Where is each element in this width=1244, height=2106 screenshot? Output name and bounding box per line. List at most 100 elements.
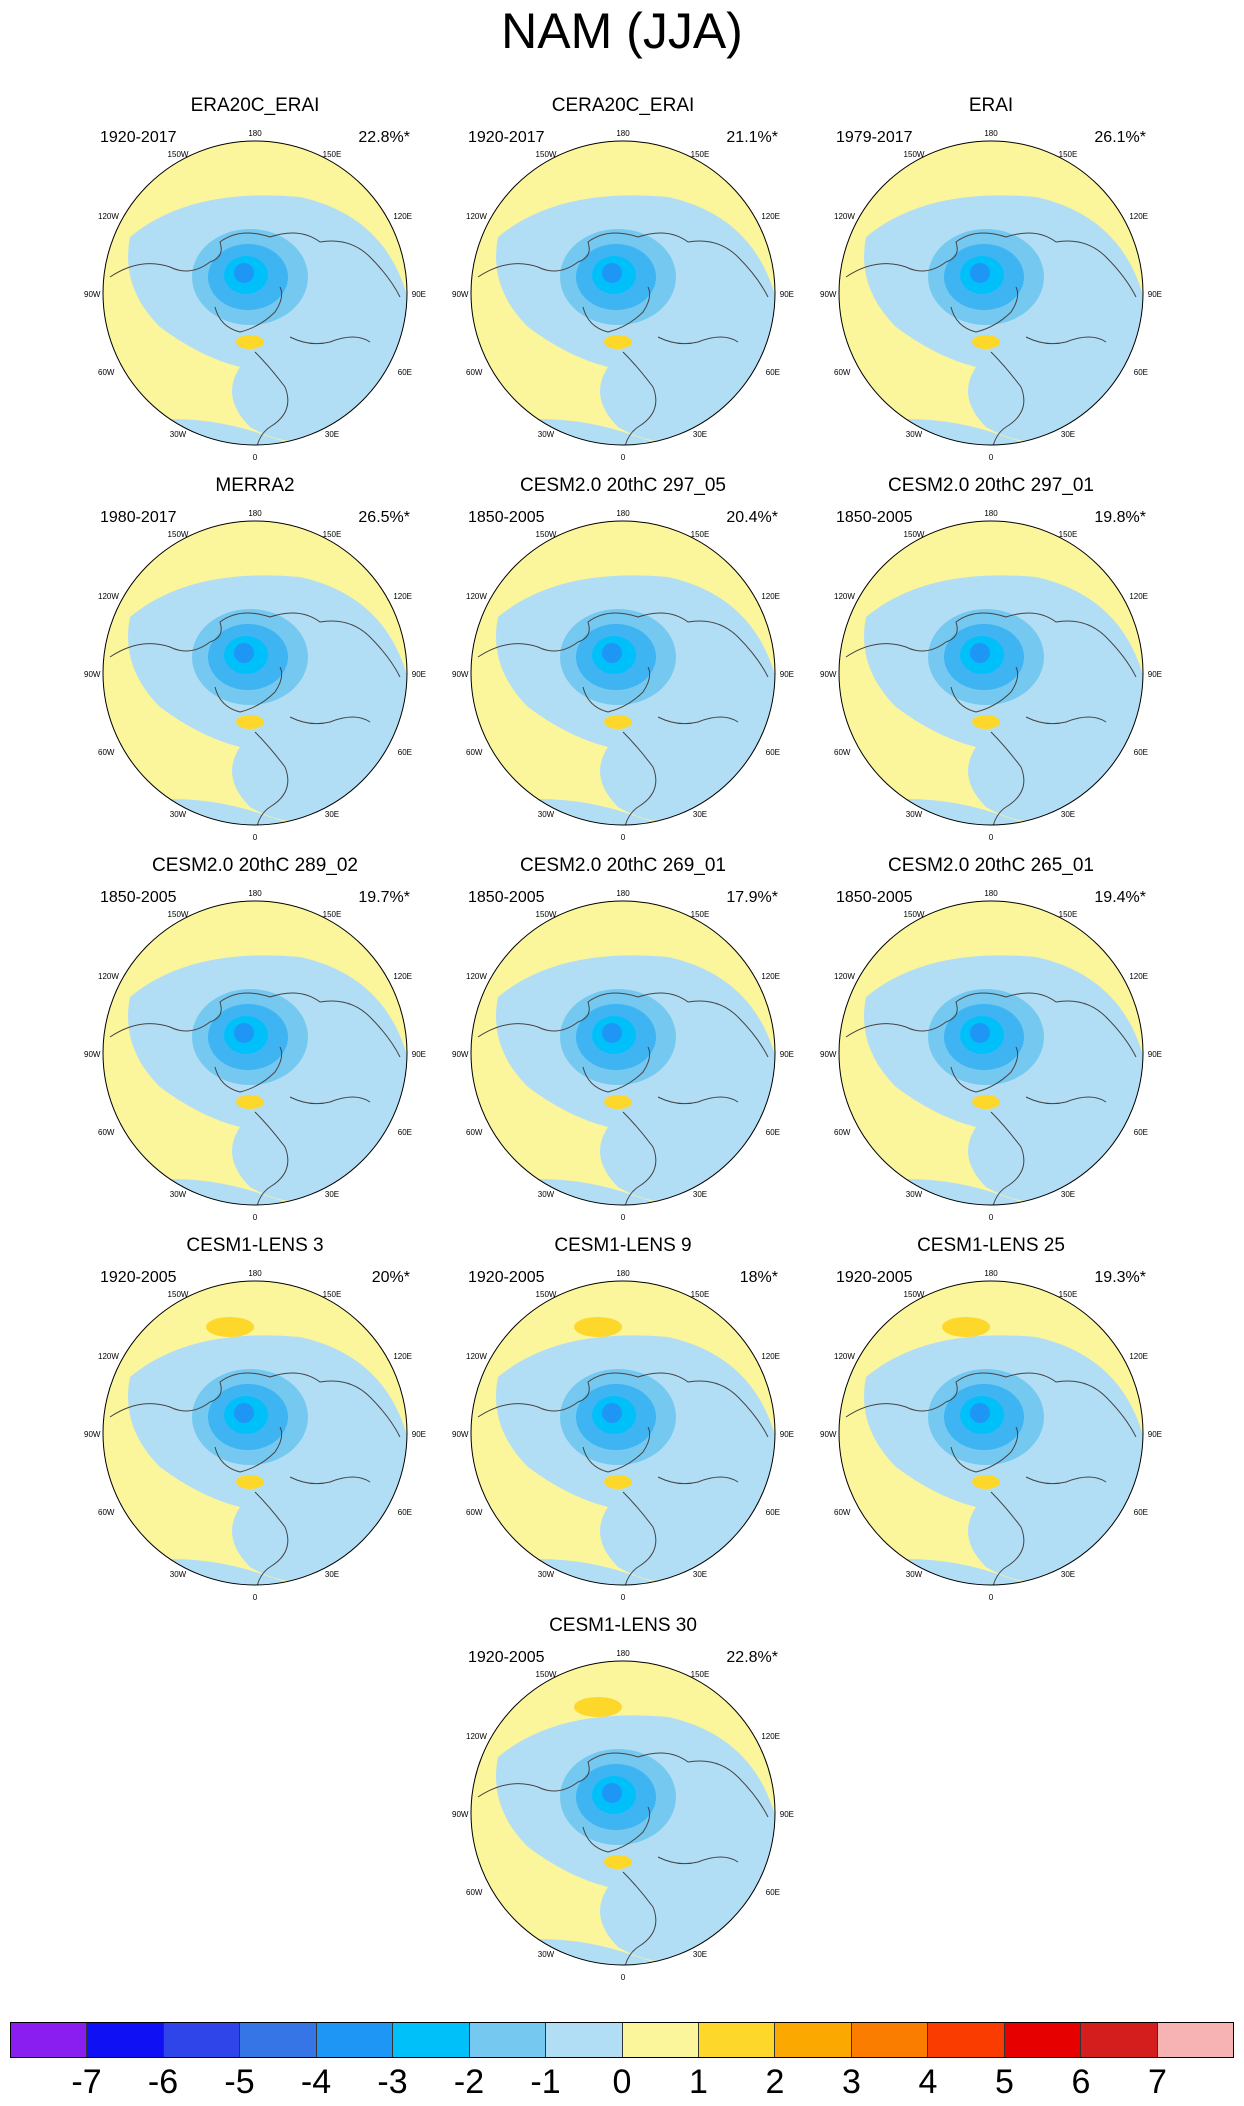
polar-map: 180 150W 150E 120W 120E 90W 90E 60W 60E 30W 30E 0 bbox=[452, 889, 794, 1222]
coastline bbox=[289, 1476, 371, 1485]
panel-period: 1979-2017 bbox=[836, 129, 913, 146]
coastline bbox=[950, 1046, 1019, 1093]
polar-map: 180 150W 150E 120W 120E 90W 90E 60W 60E 30W 30E 0 bbox=[452, 1269, 794, 1602]
panel-title: CESM1-LENS 25 bbox=[917, 1235, 1065, 1256]
longitude-label: 150E bbox=[1059, 1290, 1078, 1299]
panel-title: CESM1-LENS 30 bbox=[549, 1615, 697, 1636]
longitude-label: 30E bbox=[693, 1950, 707, 1959]
polar-map: 180 150W 150E 120W 120E 90W 90E 60W 60E 30W 30E 0 bbox=[820, 509, 1162, 842]
longitude-label: 60W bbox=[98, 1128, 115, 1137]
coastline bbox=[622, 1871, 657, 1965]
colorbar-tick-label: 2 bbox=[765, 2063, 785, 2101]
panel-variance: 17.9%* bbox=[726, 889, 778, 906]
coastline bbox=[477, 1372, 769, 1438]
longitude-label: 90E bbox=[412, 670, 426, 679]
longitude-label: 180 bbox=[616, 1269, 630, 1278]
figure-title: NAM (JJA) bbox=[501, 3, 743, 59]
longitude-label: 150W bbox=[536, 910, 557, 919]
polar-map: 180 150W 150E 120W 120E 90W 90E 60W 60E 30W 30E 0 bbox=[84, 1269, 426, 1602]
colorbar-labels: -7 -6 -5 -4 -3 -2 -1 0 1 2 3 4 5 6 7 bbox=[0, 2060, 1244, 2104]
colorbar-swatch bbox=[393, 2023, 470, 2057]
colorbar-swatch bbox=[546, 2023, 623, 2057]
panel-period: 1920-2005 bbox=[100, 1269, 177, 1286]
negative-core bbox=[234, 1023, 254, 1043]
longitude-label: 30W bbox=[538, 1190, 555, 1199]
longitude-label: 60W bbox=[466, 748, 483, 757]
map-panel: CESM1-LENS 9 1920-2005 18%* 180 150W 150E 120W… bbox=[438, 1235, 808, 1605]
colorbar-swatch bbox=[1157, 2023, 1233, 2057]
colorbar-tick-label: -1 bbox=[530, 2063, 561, 2101]
longitude-label: 60W bbox=[834, 748, 851, 757]
longitude-label: 90W bbox=[452, 670, 469, 679]
longitude-label: 0 bbox=[989, 833, 994, 842]
longitude-label: 150E bbox=[691, 530, 710, 539]
coastline bbox=[109, 612, 401, 678]
panel-title: CESM2.0 20thC 265_01 bbox=[888, 855, 1094, 876]
longitude-label: 120E bbox=[761, 972, 780, 981]
coastline bbox=[657, 1856, 739, 1865]
colorbar-swatch bbox=[87, 2023, 164, 2057]
longitude-label: 180 bbox=[616, 129, 630, 138]
map-boundary bbox=[838, 1280, 1144, 1586]
longitude-label: 60E bbox=[766, 1888, 780, 1897]
map-boundary bbox=[102, 520, 408, 826]
longitude-label: 150E bbox=[691, 1670, 710, 1679]
map-panel: ERA20C_ERAI 1920-2017 22.8%* 180 150W 150E 120… bbox=[70, 95, 440, 465]
panel-variance: 21.1%* bbox=[726, 129, 778, 146]
longitude-label: 60W bbox=[466, 1128, 483, 1137]
longitude-label: 150E bbox=[323, 1290, 342, 1299]
positive-anomaly bbox=[604, 1475, 632, 1489]
longitude-label: 60E bbox=[1134, 368, 1148, 377]
colorbar-tick-label: 6 bbox=[1071, 2063, 1091, 2101]
longitude-label: 120E bbox=[1129, 212, 1148, 221]
coastline bbox=[990, 351, 1025, 445]
coastline bbox=[622, 1111, 657, 1205]
colorbar-tick-label: -6 bbox=[147, 2063, 179, 2101]
positive-anomaly bbox=[236, 1475, 264, 1489]
longitude-label: 60W bbox=[466, 1888, 483, 1897]
longitude-label: 90E bbox=[1148, 670, 1162, 679]
longitude-label: 150E bbox=[691, 1290, 710, 1299]
longitude-label: 150W bbox=[904, 910, 925, 919]
polar-map: 180 150W 150E 120W 120E 90W 90E 60W 60E 30W 30E 0 bbox=[820, 889, 1162, 1222]
map-panel: CESM1-LENS 25 1920-2005 19.3%* 180 150W 150E 1… bbox=[806, 1235, 1176, 1605]
longitude-label: 0 bbox=[989, 453, 994, 462]
longitude-label: 60E bbox=[766, 1128, 780, 1137]
coastline bbox=[289, 336, 371, 345]
positive-anomaly bbox=[604, 1095, 632, 1109]
longitude-label: 150W bbox=[168, 530, 189, 539]
longitude-label: 180 bbox=[984, 1269, 998, 1278]
longitude-label: 60W bbox=[834, 1128, 851, 1137]
longitude-label: 30W bbox=[906, 1570, 923, 1579]
longitude-label: 150W bbox=[904, 150, 925, 159]
map-panel: CERA20C_ERAI 1920-2017 21.1%* 180 150W 150E 12… bbox=[438, 95, 808, 465]
coastline bbox=[289, 1096, 371, 1105]
map-panel: ERAI 1979-2017 26.1%* 180 150W 150E 120W 120E 90… bbox=[806, 95, 1176, 465]
coastline bbox=[990, 1491, 1025, 1585]
longitude-label: 180 bbox=[616, 509, 630, 518]
longitude-label: 180 bbox=[984, 889, 998, 898]
longitude-label: 180 bbox=[984, 129, 998, 138]
panel-period: 1920-2017 bbox=[468, 129, 545, 146]
longitude-label: 120E bbox=[1129, 972, 1148, 981]
longitude-label: 120W bbox=[98, 212, 119, 221]
longitude-label: 30E bbox=[325, 1190, 339, 1199]
colorbar-tick-label: 5 bbox=[995, 2063, 1014, 2101]
longitude-label: 30E bbox=[1061, 430, 1075, 439]
longitude-label: 90E bbox=[780, 1810, 794, 1819]
longitude-label: 120E bbox=[393, 592, 412, 601]
longitude-label: 60W bbox=[466, 368, 483, 377]
panel-variance: 20.4%* bbox=[726, 509, 778, 526]
longitude-label: 150W bbox=[904, 530, 925, 539]
panel-title: MERRA2 bbox=[215, 475, 295, 496]
positive-anomaly bbox=[942, 1317, 990, 1337]
panel-period: 1850-2005 bbox=[468, 889, 545, 906]
panel-title: CESM2.0 20thC 269_01 bbox=[520, 855, 726, 876]
map-boundary bbox=[838, 520, 1144, 826]
positive-anomaly bbox=[972, 335, 1000, 349]
negative-core bbox=[234, 643, 254, 663]
longitude-label: 60E bbox=[398, 368, 412, 377]
negative-core bbox=[602, 263, 622, 283]
longitude-label: 150W bbox=[536, 1290, 557, 1299]
colorbar-swatch bbox=[928, 2023, 1005, 2057]
